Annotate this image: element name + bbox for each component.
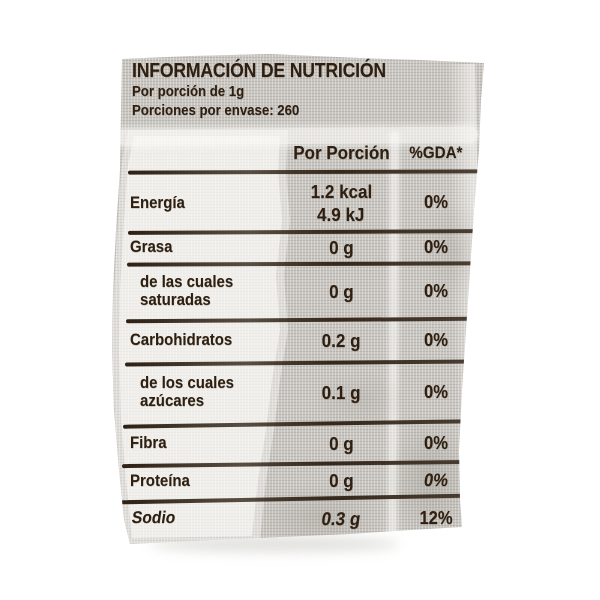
- nutrient-name: de los cuales azúcares: [140, 373, 234, 410]
- nutrient-value: 0 g: [328, 432, 354, 454]
- label-title-text: INFORMACIÓN DE NUTRICIÓN: [132, 60, 386, 82]
- serving-size-text: Por porción de 1g: [132, 83, 245, 100]
- nutrient-value: 0 g: [328, 236, 354, 258]
- nutrient-name: Grasa: [130, 237, 173, 256]
- table-header-row: Por Porción %GDA*: [112, 138, 478, 168]
- nutrient-gda: 0%: [424, 381, 448, 402]
- nutrient-name: Energía: [130, 192, 185, 212]
- nutrient-gda: 0%: [424, 236, 448, 257]
- label-title: INFORMACIÓN DE NUTRICIÓN: [132, 60, 462, 82]
- nutrient-value: 0.2 g: [321, 329, 361, 351]
- nutrient-gda: 0%: [424, 329, 448, 350]
- nutrient-name: de las cuales saturadas: [140, 272, 234, 309]
- label-header: INFORMACIÓN DE NUTRICIÓN Por porción de …: [132, 60, 462, 120]
- label-shadow: [150, 536, 400, 552]
- nutrient-value: 0 g: [328, 470, 354, 491]
- nutrient-value: 1.2 kcal 4.9 kJ: [310, 180, 372, 225]
- row-saturadas: de las cuales saturadas 0 g 0%: [112, 265, 478, 317]
- divider-line: [127, 169, 479, 175]
- servings-per-pack-text: Porciones por envase: 260: [132, 102, 300, 119]
- row-carbohidratos: Carbohidratos 0.2 g 0%: [112, 322, 478, 358]
- row-grasa: Grasa 0 g 0%: [112, 233, 478, 261]
- nutrient-gda: 0%: [424, 192, 448, 212]
- nutrient-value: 0.1 g: [321, 381, 361, 403]
- row-energia: Energía 1.2 kcal 4.9 kJ 0%: [112, 175, 478, 230]
- serving-size-line: Por porción de 1g: [132, 82, 462, 101]
- nutrition-label: INFORMACIÓN DE NUTRICIÓN Por porción de …: [112, 54, 484, 544]
- row-azucares: de los cuales azúcares 0.1 g 0%: [112, 364, 478, 420]
- nutrient-value: 0 g: [328, 280, 354, 302]
- row-proteina: Proteína 0 g 0%: [112, 466, 478, 495]
- nutrient-gda: 0%: [424, 280, 448, 301]
- row-sodio: Sodio 0.3 g 12%: [112, 501, 478, 535]
- column-header-gda: %GDA*: [409, 143, 463, 162]
- nutrient-gda: 0%: [422, 470, 450, 490]
- nutrient-name: Carbohidratos: [130, 330, 233, 349]
- nutrient-name: Sodio: [130, 508, 177, 527]
- column-header-portion: Por Porción: [292, 142, 390, 163]
- glare-highlight: [119, 136, 282, 538]
- nutrient-gda: 0%: [424, 432, 448, 453]
- nutrient-value: 0.3 g: [320, 507, 362, 529]
- servings-per-pack-line: Porciones por envase: 260: [132, 101, 462, 120]
- nutrient-name: Proteína: [130, 470, 190, 490]
- nutrient-gda: 12%: [419, 507, 453, 528]
- row-fibra: Fibra 0 g 0%: [112, 426, 478, 460]
- nutrient-name: Fibra: [130, 433, 167, 452]
